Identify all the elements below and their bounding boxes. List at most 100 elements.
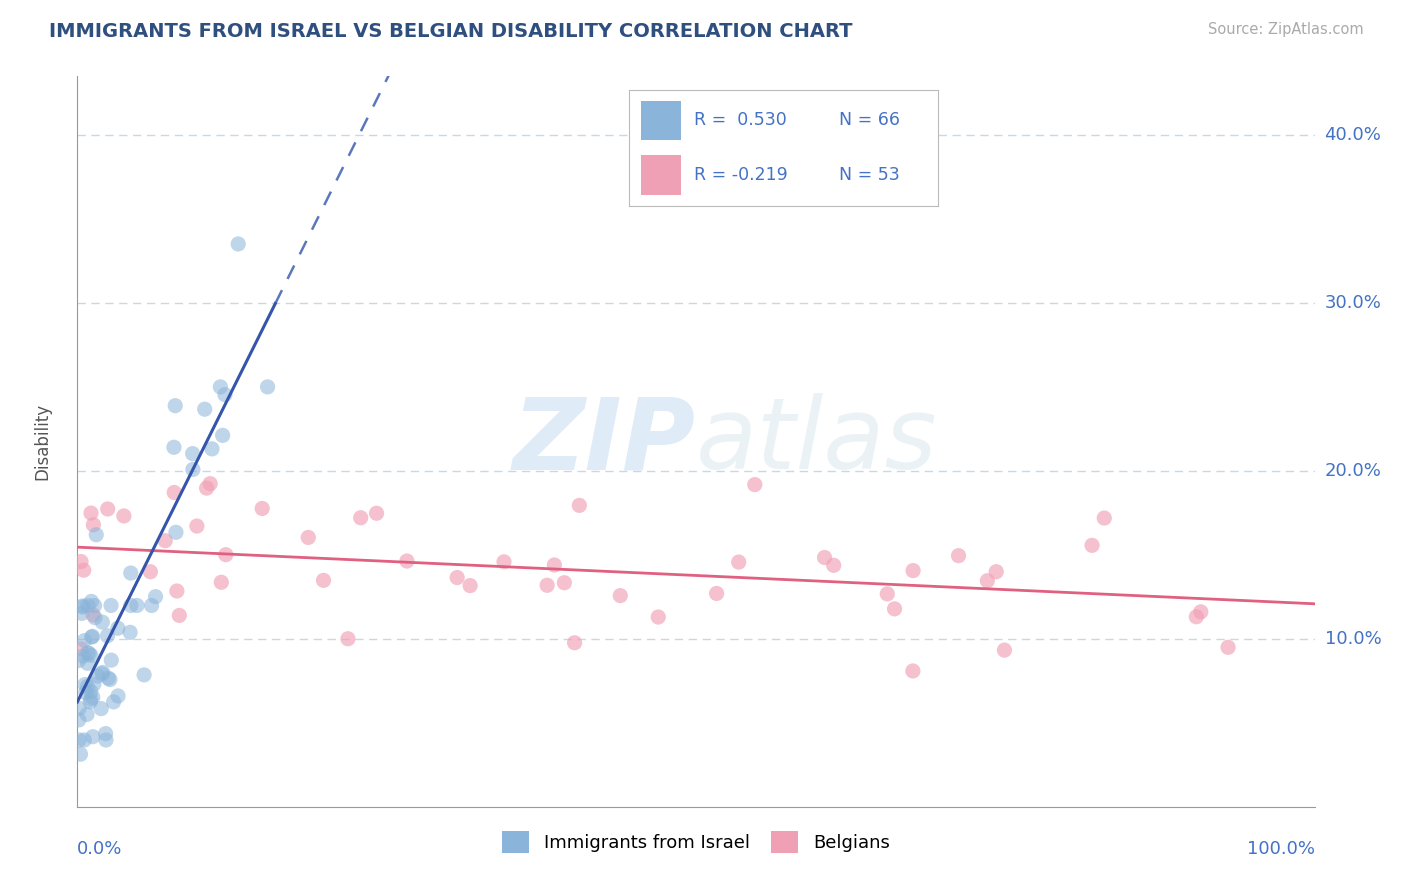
- Point: [67, 733, 90, 747]
- Point: [1189, 605, 1212, 619]
- Legend: Immigrants from Israel, Belgians: Immigrants from Israel, Belgians: [502, 831, 890, 853]
- Point: [94, 726, 117, 740]
- Point: [84, 528, 107, 542]
- Text: Disability: Disability: [34, 403, 52, 480]
- Point: [82, 690, 104, 705]
- Point: [163, 440, 186, 454]
- Point: [76, 707, 98, 722]
- Point: [139, 565, 162, 579]
- Point: [492, 555, 515, 569]
- Point: [77, 599, 100, 613]
- Point: [80, 692, 103, 706]
- Point: [446, 570, 468, 584]
- Point: [70, 641, 93, 656]
- Point: [181, 462, 204, 476]
- Point: [73, 677, 96, 691]
- Point: [82, 629, 104, 643]
- Point: [76, 646, 98, 660]
- Point: [211, 428, 233, 442]
- Point: [312, 574, 335, 588]
- Point: [79, 695, 101, 709]
- Point: [214, 387, 236, 401]
- Text: 100.0%: 100.0%: [1247, 840, 1315, 858]
- Point: [75, 685, 97, 699]
- Point: [169, 608, 191, 623]
- Point: [165, 399, 187, 413]
- Point: [103, 695, 125, 709]
- Text: atlas: atlas: [696, 393, 938, 490]
- Point: [90, 701, 112, 715]
- Point: [901, 664, 924, 678]
- Point: [195, 481, 218, 495]
- Point: [993, 643, 1015, 657]
- Point: [94, 733, 117, 747]
- Point: [80, 594, 103, 608]
- Point: [91, 615, 114, 629]
- Point: [876, 587, 898, 601]
- Point: [87, 669, 110, 683]
- Point: [823, 558, 845, 573]
- Point: [107, 621, 129, 635]
- Text: Source: ZipAtlas.com: Source: ZipAtlas.com: [1208, 22, 1364, 37]
- Point: [76, 657, 98, 671]
- Point: [1081, 538, 1104, 552]
- Point: [165, 525, 187, 540]
- Point: [976, 574, 998, 588]
- Point: [97, 502, 120, 516]
- FancyBboxPatch shape: [641, 101, 682, 140]
- Point: [250, 501, 273, 516]
- Point: [67, 701, 90, 715]
- Point: [186, 519, 208, 533]
- Point: [553, 575, 575, 590]
- Point: [813, 550, 835, 565]
- Point: [883, 602, 905, 616]
- Point: [82, 730, 104, 744]
- Point: [120, 599, 142, 613]
- Point: [215, 548, 238, 562]
- Point: [948, 549, 970, 563]
- Point: [744, 477, 766, 491]
- Point: [120, 625, 142, 640]
- Point: [201, 442, 224, 456]
- Point: [141, 599, 163, 613]
- Point: [84, 610, 107, 624]
- Point: [366, 506, 388, 520]
- Point: [145, 590, 167, 604]
- Point: [73, 633, 96, 648]
- Point: [70, 555, 93, 569]
- Point: [77, 647, 100, 661]
- Text: 40.0%: 40.0%: [1324, 126, 1381, 144]
- Point: [647, 610, 669, 624]
- Point: [72, 648, 94, 663]
- Point: [901, 564, 924, 578]
- Point: [536, 578, 558, 592]
- Text: 10.0%: 10.0%: [1324, 630, 1381, 648]
- Point: [67, 654, 90, 668]
- Point: [568, 499, 591, 513]
- Point: [155, 533, 177, 548]
- Point: [80, 684, 103, 698]
- Point: [1185, 609, 1208, 624]
- Point: [1092, 511, 1115, 525]
- Point: [100, 599, 122, 613]
- Point: [73, 563, 96, 577]
- Point: [120, 566, 142, 580]
- Text: 20.0%: 20.0%: [1324, 462, 1381, 480]
- Point: [564, 636, 586, 650]
- Point: [125, 599, 148, 613]
- Point: [97, 671, 120, 685]
- Point: [458, 578, 481, 592]
- Text: N = 66: N = 66: [839, 112, 900, 129]
- Point: [209, 575, 232, 590]
- Point: [256, 380, 278, 394]
- Point: [91, 665, 114, 680]
- Point: [96, 629, 118, 643]
- Point: [166, 584, 188, 599]
- Point: [80, 506, 103, 520]
- Point: [98, 673, 121, 687]
- Point: [163, 485, 186, 500]
- Point: [194, 402, 217, 417]
- Point: [395, 554, 418, 568]
- Point: [727, 555, 749, 569]
- Point: [83, 677, 105, 691]
